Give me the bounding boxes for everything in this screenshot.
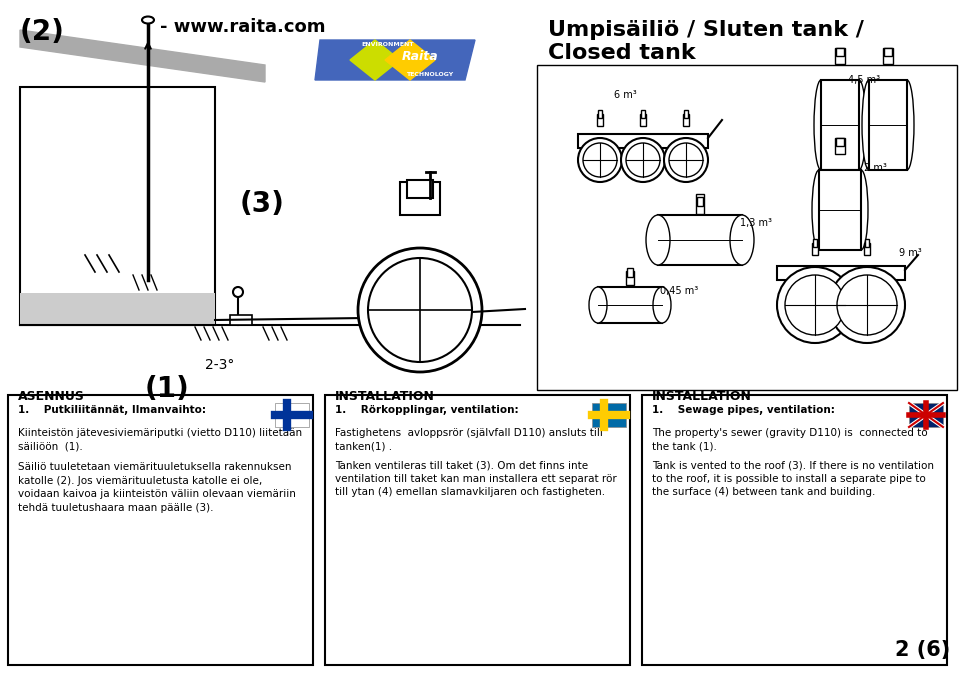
Text: (2): (2) xyxy=(20,18,65,46)
Text: TECHNOLOGY: TECHNOLOGY xyxy=(406,73,454,77)
Text: INSTALLATION: INSTALLATION xyxy=(652,390,752,403)
Bar xyxy=(597,114,603,126)
Bar xyxy=(8,395,313,665)
Bar xyxy=(626,271,634,285)
Ellipse shape xyxy=(814,80,828,170)
Polygon shape xyxy=(385,40,435,80)
Circle shape xyxy=(626,143,660,177)
Bar xyxy=(812,243,818,255)
Text: 9 m³: 9 m³ xyxy=(899,248,922,258)
Circle shape xyxy=(621,138,665,182)
Bar xyxy=(683,114,689,126)
Bar xyxy=(835,48,845,64)
Text: ASENNUS: ASENNUS xyxy=(18,390,84,403)
Text: 0,45 m³: 0,45 m³ xyxy=(660,286,698,296)
Bar xyxy=(275,403,309,427)
Bar xyxy=(230,315,252,325)
Text: 4,5 m³: 4,5 m³ xyxy=(848,75,880,85)
Bar xyxy=(869,80,907,170)
Text: - www.raita.com: - www.raita.com xyxy=(160,18,325,36)
Text: INSTALLATION: INSTALLATION xyxy=(335,390,435,403)
Text: Fastighetens  avloppsrör (självfall D110) ansluts till
tanken(1) .: Fastighetens avloppsrör (självfall D110)… xyxy=(335,428,603,452)
Ellipse shape xyxy=(653,287,671,323)
Ellipse shape xyxy=(730,215,754,265)
Text: 1,3 m³: 1,3 m³ xyxy=(740,218,772,228)
Circle shape xyxy=(368,258,472,362)
Circle shape xyxy=(578,138,622,182)
Bar xyxy=(20,87,215,325)
Bar xyxy=(835,138,845,154)
Text: 2 m³: 2 m³ xyxy=(864,163,887,173)
Polygon shape xyxy=(20,30,265,82)
Ellipse shape xyxy=(862,80,876,170)
Bar xyxy=(627,268,633,277)
Ellipse shape xyxy=(854,170,868,250)
Text: The property's sewer (gravity D110) is  connected to
the tank (1).: The property's sewer (gravity D110) is c… xyxy=(652,428,927,452)
Bar xyxy=(696,194,704,214)
Text: Tank is vented to the roof (3). If there is no ventilation
to the roof, it is po: Tank is vented to the roof (3). If there… xyxy=(652,460,934,497)
Bar xyxy=(598,287,662,323)
Ellipse shape xyxy=(646,215,670,265)
Ellipse shape xyxy=(900,80,914,170)
Ellipse shape xyxy=(589,287,607,323)
Bar xyxy=(642,395,947,665)
Circle shape xyxy=(777,267,853,343)
Bar xyxy=(813,239,817,247)
Bar xyxy=(400,182,440,215)
Bar xyxy=(777,266,905,280)
Text: (3): (3) xyxy=(240,190,285,218)
Bar xyxy=(20,293,215,325)
Bar xyxy=(836,138,844,146)
Ellipse shape xyxy=(142,17,154,24)
Bar xyxy=(578,134,708,148)
Text: 1.    Putkiliitännät, Ilmanvaihto:: 1. Putkiliitännät, Ilmanvaihto: xyxy=(18,405,206,415)
Bar xyxy=(537,65,957,390)
Text: Umpisäiliö / Sluten tank /
Closed tank: Umpisäiliö / Sluten tank / Closed tank xyxy=(548,20,864,63)
Text: 2 (6): 2 (6) xyxy=(895,640,950,660)
Text: (1): (1) xyxy=(145,375,190,403)
Bar xyxy=(865,239,869,247)
Text: 2-3°: 2-3° xyxy=(205,358,234,372)
Circle shape xyxy=(583,143,617,177)
Text: 1.    Rörkopplingar, ventilation:: 1. Rörkopplingar, ventilation: xyxy=(335,405,518,415)
Bar xyxy=(864,243,870,255)
Text: 6 m³: 6 m³ xyxy=(613,90,636,100)
Circle shape xyxy=(358,248,482,372)
Polygon shape xyxy=(315,40,475,80)
Bar xyxy=(819,170,861,250)
Bar xyxy=(325,395,630,665)
Bar xyxy=(658,215,742,265)
Circle shape xyxy=(664,138,708,182)
Bar xyxy=(592,403,626,427)
Text: Tanken ventileras till taket (3). Om det finns inte
ventilation till taket kan m: Tanken ventileras till taket (3). Om det… xyxy=(335,460,616,497)
Bar xyxy=(640,114,646,126)
Polygon shape xyxy=(350,40,400,80)
Circle shape xyxy=(837,275,897,335)
Circle shape xyxy=(785,275,845,335)
Text: Raita: Raita xyxy=(401,50,439,63)
Text: ENVIRONMENT: ENVIRONMENT xyxy=(362,42,415,48)
Bar xyxy=(407,180,433,198)
Text: Säiliö tuuletetaan viemärituuletuksella rakennuksen
katolle (2). Jos viemärituul: Säiliö tuuletetaan viemärituuletuksella … xyxy=(18,462,296,513)
Bar xyxy=(641,110,645,118)
Bar xyxy=(909,403,943,427)
Bar xyxy=(821,80,859,170)
Circle shape xyxy=(669,143,703,177)
Circle shape xyxy=(233,287,243,297)
Ellipse shape xyxy=(852,80,866,170)
Bar xyxy=(598,110,602,118)
Text: Kiinteistön jätevesiviemäriputki (vietto D110) liitetään
säiliöön  (1).: Kiinteistön jätevesiviemäriputki (vietto… xyxy=(18,428,302,452)
Bar xyxy=(884,48,892,56)
Bar xyxy=(883,48,893,64)
Bar xyxy=(697,197,703,206)
Bar xyxy=(836,48,844,56)
Bar xyxy=(684,110,688,118)
Ellipse shape xyxy=(812,170,826,250)
Circle shape xyxy=(829,267,905,343)
Text: 1.    Sewage pipes, ventilation:: 1. Sewage pipes, ventilation: xyxy=(652,405,835,415)
